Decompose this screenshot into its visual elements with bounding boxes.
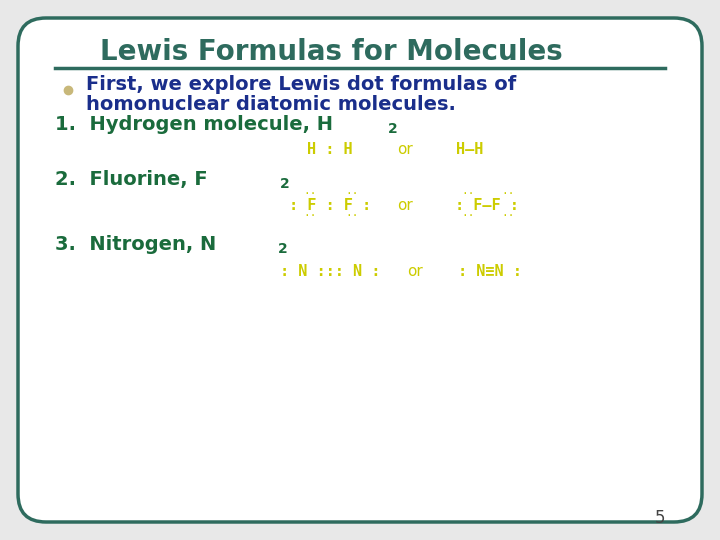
Text: ··: ·· <box>501 211 515 221</box>
Text: : N≡N :: : N≡N : <box>458 265 522 280</box>
Text: : F : F :: : F : F : <box>289 198 371 213</box>
Text: or: or <box>397 198 413 213</box>
Text: First, we explore Lewis dot formulas of: First, we explore Lewis dot formulas of <box>86 76 516 94</box>
Text: H–H: H–H <box>456 143 484 158</box>
FancyBboxPatch shape <box>18 18 702 522</box>
Text: ··: ·· <box>346 189 359 199</box>
Text: Lewis Formulas for Molecules: Lewis Formulas for Molecules <box>100 38 563 66</box>
Text: 2: 2 <box>278 242 288 256</box>
Text: ··: ·· <box>462 189 474 199</box>
Text: 1.  Hydrogen molecule, H: 1. Hydrogen molecule, H <box>55 116 333 134</box>
Text: ··: ·· <box>303 189 317 199</box>
Text: ··: ·· <box>346 211 359 221</box>
Text: ··: ·· <box>501 189 515 199</box>
Text: 2: 2 <box>388 122 397 136</box>
Text: 3.  Nitrogen, N: 3. Nitrogen, N <box>55 235 216 254</box>
Text: H : H: H : H <box>307 143 353 158</box>
Text: 2: 2 <box>280 177 289 191</box>
Text: 2.  Fluorine, F: 2. Fluorine, F <box>55 171 207 190</box>
Text: or: or <box>397 143 413 158</box>
Text: ··: ·· <box>462 211 474 221</box>
Text: or: or <box>407 265 423 280</box>
Text: ··: ·· <box>303 211 317 221</box>
Text: homonuclear diatomic molecules.: homonuclear diatomic molecules. <box>86 94 456 113</box>
Text: : F–F :: : F–F : <box>455 198 519 213</box>
Text: 5: 5 <box>654 509 665 527</box>
Text: : N ::: N :: : N ::: N : <box>280 265 380 280</box>
